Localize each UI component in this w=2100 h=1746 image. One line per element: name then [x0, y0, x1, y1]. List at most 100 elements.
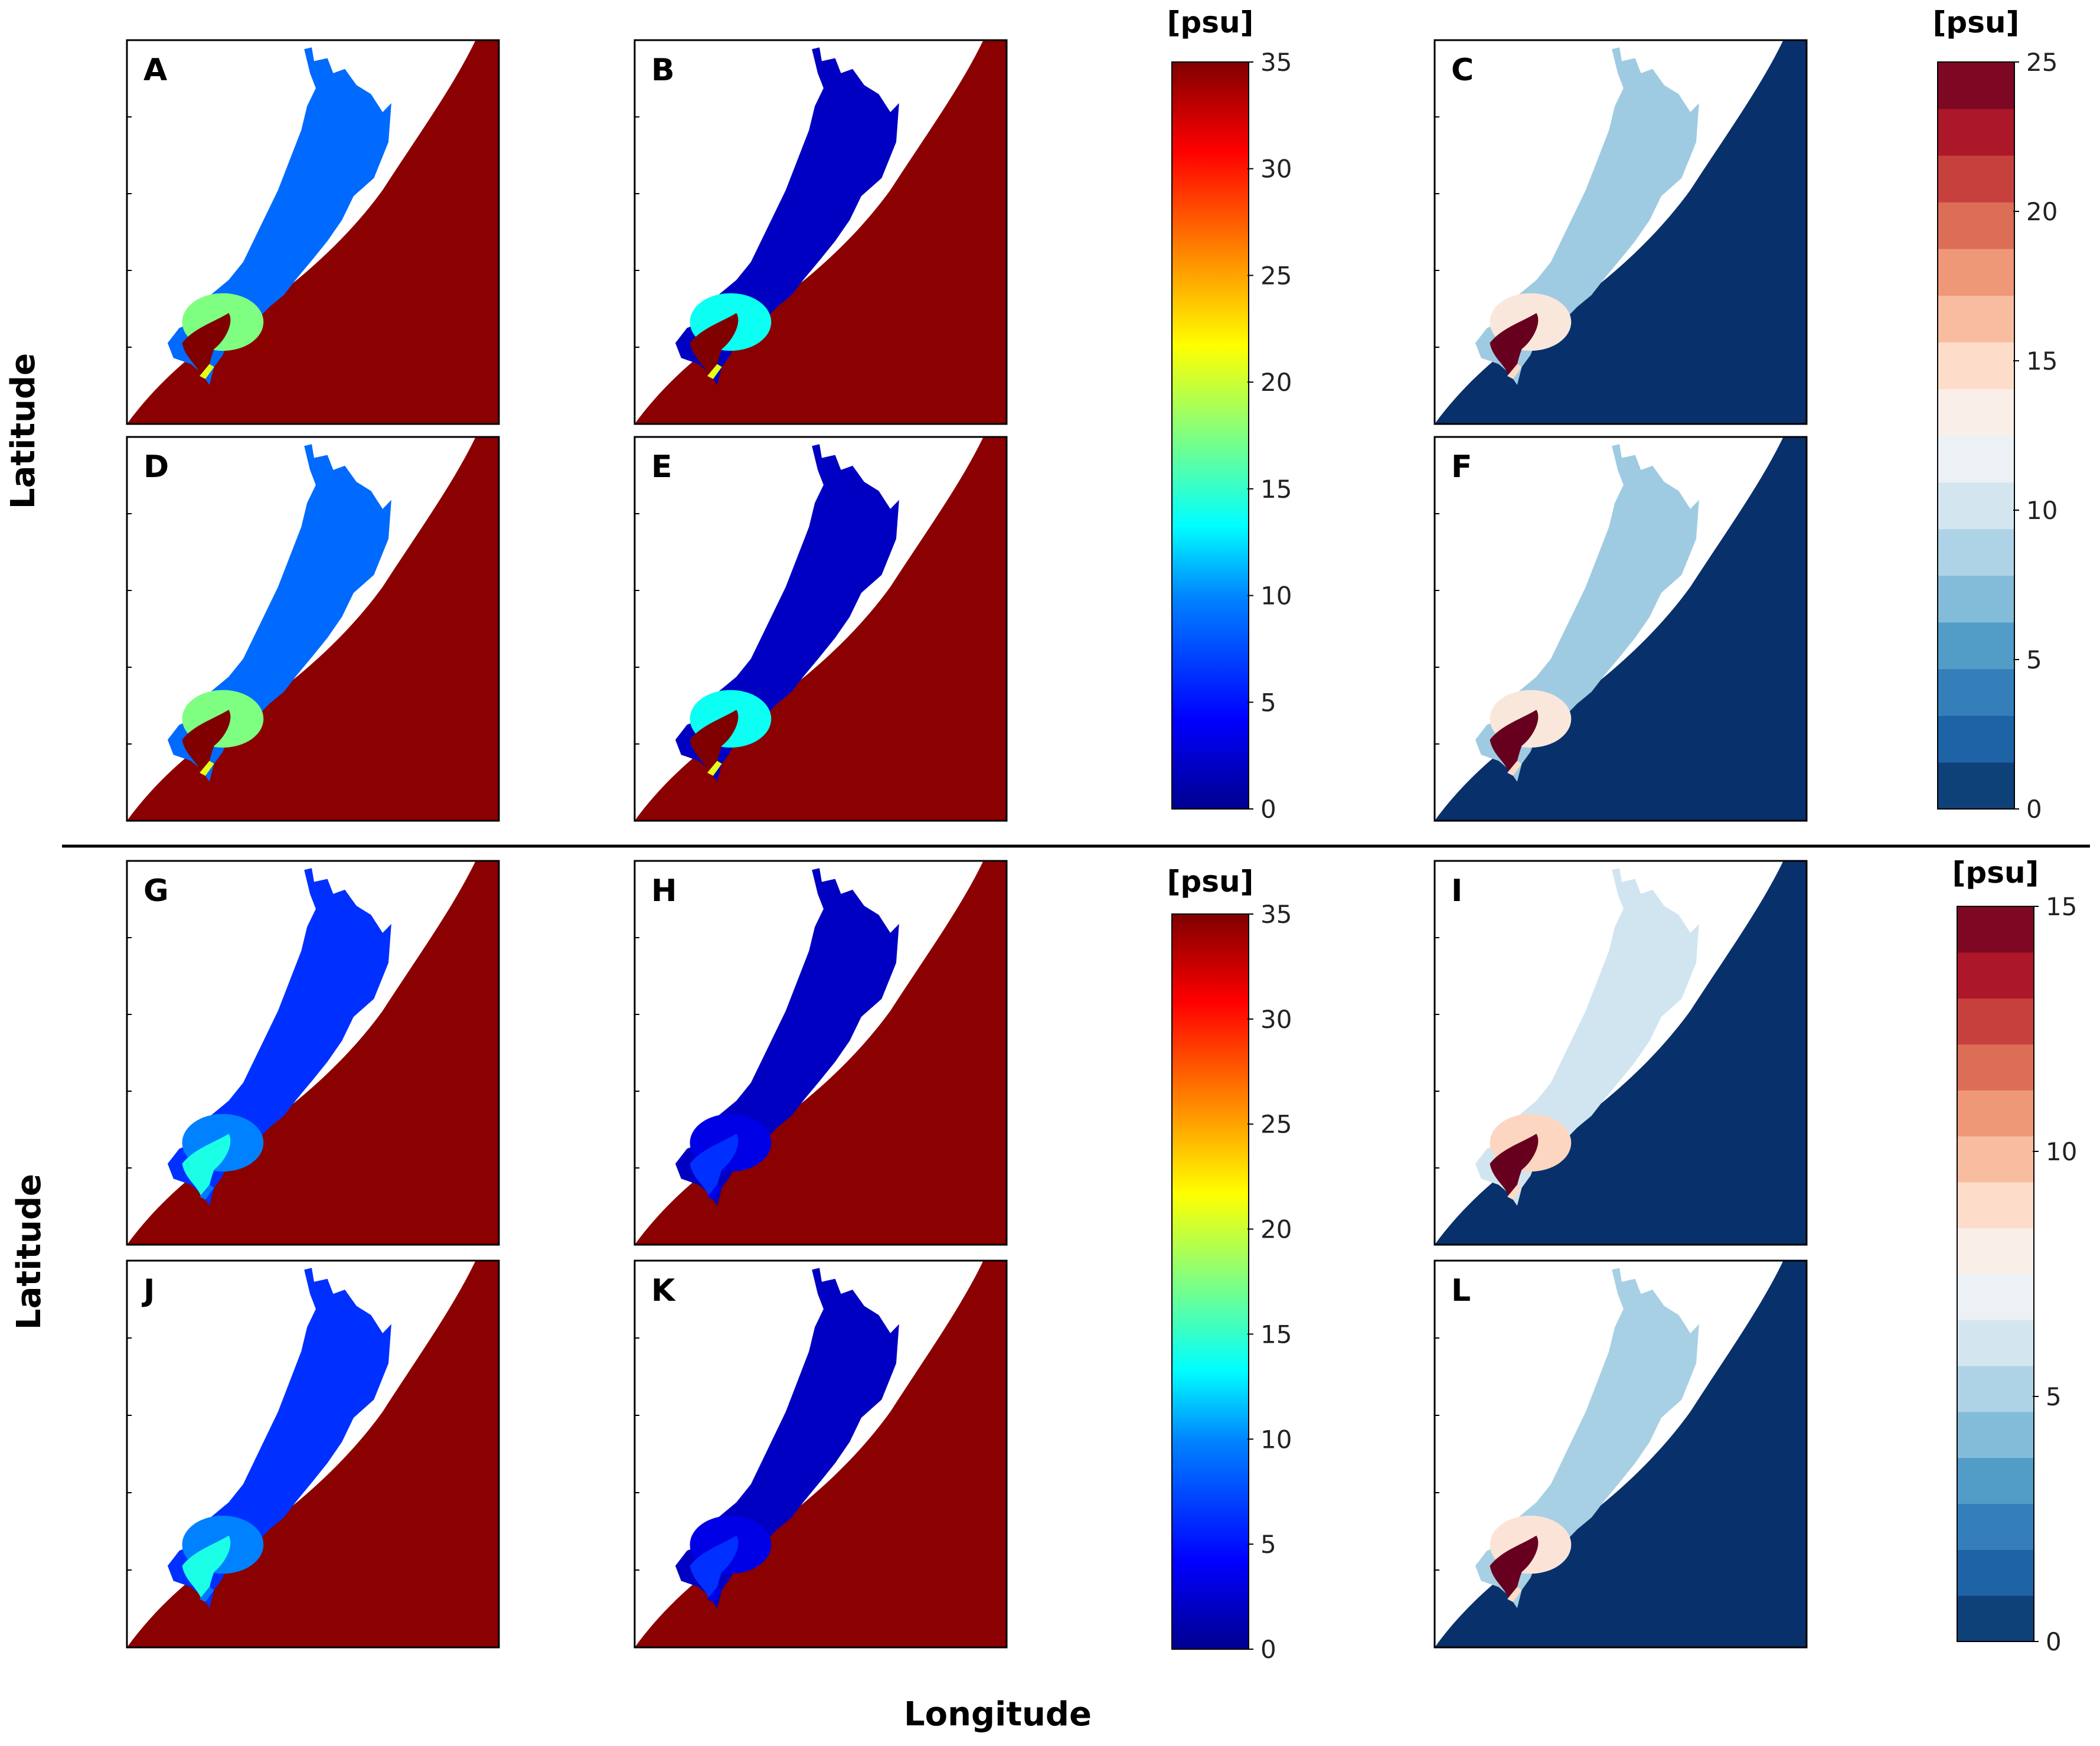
panel-frame: [126, 1259, 500, 1649]
panel-frame: [126, 436, 500, 822]
channel-branch: [707, 761, 722, 776]
channel-branch: [1507, 761, 1522, 776]
map-panel-d: D: [126, 436, 500, 822]
channel-branch: [200, 364, 214, 379]
colorbar-segment: [1957, 1366, 2034, 1412]
colorbar-segment: [1957, 1320, 2034, 1366]
colorbar-tick-label: 0: [2046, 1627, 2062, 1656]
panel-label: J: [142, 1273, 155, 1308]
panel-frame: [633, 1259, 1008, 1649]
channel-branch: [200, 1184, 214, 1200]
panel-label: C: [1451, 53, 1474, 88]
estuary-mouth-plume: [182, 710, 231, 774]
colorbar-tick-label: 10: [1260, 1425, 1292, 1454]
panel-frame: [1433, 1259, 1808, 1649]
estuary-mouth-plume: [1490, 1535, 1539, 1600]
panel-label: K: [651, 1273, 676, 1308]
map-panel-f: F: [1433, 436, 1808, 822]
colorbar-difference-top: [psu] 0 5 10 15 20 25: [1933, 5, 2058, 824]
colorbar-tick-label: 0: [1260, 795, 1276, 824]
map-panel-h: H: [633, 860, 1008, 1246]
channel-branch: [1507, 1587, 1522, 1603]
map-panel-c: C: [1433, 39, 1808, 425]
colorbar-tick-label: 20: [1260, 1215, 1292, 1244]
colorbar-tick-label: 25: [2026, 48, 2057, 77]
colorbar-segment: [1957, 1136, 2034, 1183]
estuary-mouth-plume: [1490, 710, 1539, 774]
colorbar-tick-label: 25: [1260, 1110, 1292, 1139]
channel-branch: [200, 1587, 214, 1603]
panel-frame: [1433, 860, 1808, 1246]
colorbar-segment: [1957, 1090, 2034, 1137]
estuary-mouth-plume: [1490, 313, 1539, 377]
colorbar-frame: [1937, 61, 2015, 810]
colorbar-tick-label: 0: [2026, 795, 2042, 824]
colorbar-tick-label: 5: [2046, 1382, 2062, 1411]
colorbar-tick-label: 5: [1260, 1530, 1276, 1559]
colorbar-difference-bottom: [psu] 0 5 10 15: [1952, 856, 2078, 1656]
y-axis-title-top: Latitude: [4, 353, 43, 509]
colorbar-segment: [1938, 389, 2014, 436]
colorbar-segment: [1957, 1274, 2034, 1320]
colorbar-segment: [1938, 435, 2014, 483]
colorbar-unit-label: [psu]: [1167, 5, 1254, 40]
channel-branch: [707, 1184, 722, 1200]
panel-frame: [126, 39, 500, 425]
panel-frame: [1433, 436, 1808, 822]
channel-branch: [1507, 1184, 1522, 1200]
colorbar-tick-label: 15: [1260, 1320, 1292, 1349]
colorbar-segment: [1957, 1549, 2034, 1596]
map-panel-e: E: [633, 436, 1008, 822]
panel-frame: [633, 39, 1008, 425]
colorbar-tick-label: 25: [1260, 261, 1292, 290]
colorbar-segment: [1938, 109, 2014, 156]
colorbar-tick-label: 0: [1260, 1635, 1276, 1664]
estuary-mouth-plume: [182, 313, 231, 377]
x-axis-title: Longitude: [904, 1695, 1092, 1734]
colorbar-salinity-bottom: [psu] 0 5 10 15 20 25 30 35: [1167, 864, 1292, 1664]
colorbar-tick-label: 35: [1260, 900, 1292, 929]
colorbar-segment: [1938, 202, 2014, 249]
estuary-mouth-plume: [690, 710, 739, 774]
colorbar-segment: [1957, 1044, 2034, 1091]
panel-label: E: [651, 449, 672, 485]
colorbar-unit-label: [psu]: [1952, 856, 2039, 890]
channel-branch: [707, 364, 722, 379]
estuary-mouth-plume: [690, 1535, 739, 1600]
channel-branch: [707, 1587, 722, 1603]
y-axis-title-bottom: Latitude: [10, 1174, 48, 1330]
colorbar-segment: [1938, 622, 2014, 670]
map-panel-k: K: [633, 1259, 1008, 1649]
colorbar-segment: [1938, 295, 2014, 342]
map-panel-a: A: [126, 39, 500, 425]
colorbar-segment: [1957, 1457, 2034, 1505]
colorbar-tick-label: 10: [2046, 1137, 2077, 1166]
colorbar-segment: [1957, 1182, 2034, 1229]
colorbar-segment: [1938, 62, 2014, 109]
colorbar-segment: [1957, 998, 2034, 1045]
colorbar-segment: [1957, 906, 2034, 953]
colorbar-segment: [1957, 1595, 2034, 1642]
map-panel-b: B: [633, 39, 1008, 425]
colorbar-unit-label: [psu]: [1167, 864, 1254, 899]
colorbar-tick-label: 5: [1260, 688, 1276, 717]
colorbar-tick-label: 15: [2026, 347, 2057, 376]
panel-frame: [633, 860, 1008, 1246]
estuary-mouth-plume: [690, 1134, 739, 1197]
colorbar-segment: [1938, 575, 2014, 623]
colorbar-segment: [1938, 249, 2014, 296]
estuary-mouth-plume: [182, 1535, 231, 1600]
colorbar-unit-label: [psu]: [1933, 5, 2020, 40]
colorbar-tick-label: 10: [2026, 496, 2057, 525]
colorbar-segment: [1957, 1411, 2034, 1458]
colorbar-frame: [1957, 906, 2034, 1642]
colorbar-tick-label: 30: [1260, 1005, 1292, 1034]
estuary-mouth-plume: [182, 1134, 231, 1197]
map-panel-g: G: [126, 860, 500, 1246]
colorbar-segment: [1957, 1503, 2034, 1550]
colorbar-segment: [1938, 762, 2014, 810]
colorbar-segment: [1938, 668, 2014, 716]
colorbar-segment: [1938, 342, 2014, 389]
colorbar-tick-label: 10: [1260, 582, 1292, 611]
